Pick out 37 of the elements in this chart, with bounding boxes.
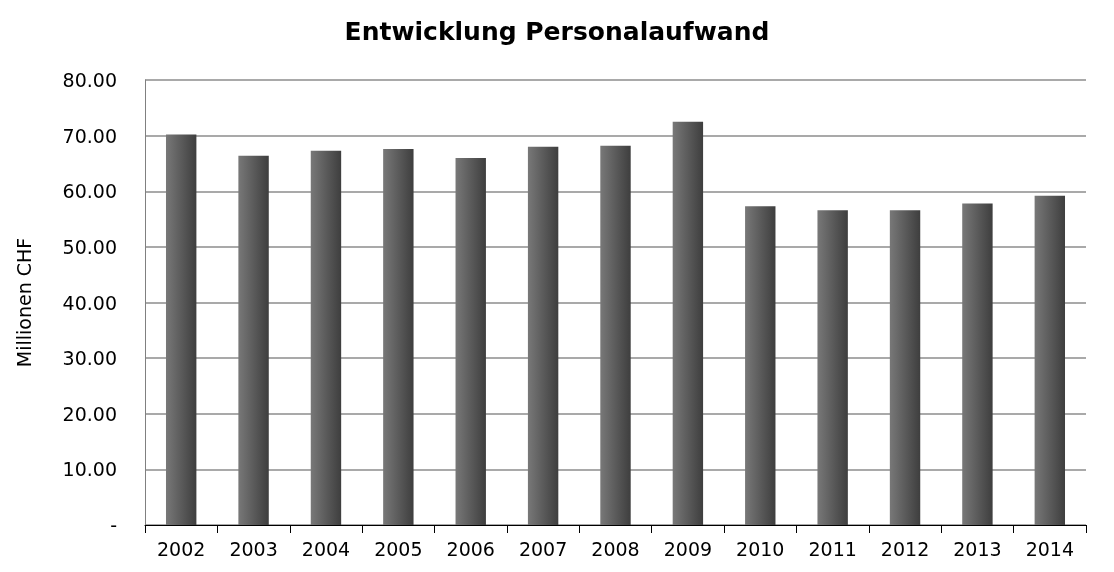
bar [165, 134, 197, 525]
x-tick-label: 2007 [518, 537, 568, 560]
bar [600, 145, 631, 525]
x-tick-label: 2012 [880, 537, 930, 560]
chart-title: Entwicklung Personalaufwand [344, 17, 770, 46]
x-tick-label: 2013 [953, 537, 1002, 560]
x-tick-label: 2005 [374, 537, 423, 560]
bar [455, 157, 486, 525]
bar [962, 203, 993, 525]
y-tick-label: - [110, 514, 117, 536]
bar [745, 206, 776, 525]
bar [238, 155, 269, 525]
y-tick-label: 60.00 [62, 180, 117, 203]
x-tick-label: 2014 [1025, 537, 1074, 560]
x-tick-label: 2009 [663, 537, 713, 560]
y-tick-label: 70.00 [62, 124, 117, 147]
y-tick-label: 10.00 [62, 458, 117, 481]
bar [1034, 195, 1066, 525]
x-tick-label: 2010 [736, 537, 785, 560]
x-tick-label: 2002 [157, 537, 206, 560]
bar [383, 148, 414, 525]
x-tick-label: 2004 [301, 537, 351, 560]
y-tick-label: 30.00 [62, 347, 117, 370]
y-tick-label: 40.00 [62, 291, 117, 314]
y-tick-label: 50.00 [62, 235, 117, 258]
bar [310, 150, 342, 525]
y-axis-title: Millionen CHF [12, 237, 35, 368]
x-tick-label: 2006 [446, 537, 495, 560]
bar [817, 210, 848, 525]
x-tick-label: 2008 [591, 537, 640, 560]
bar [527, 146, 559, 525]
y-tick-label: 80.00 [62, 69, 117, 91]
bar [889, 210, 921, 525]
bar [672, 121, 704, 525]
x-tick-label: 2011 [808, 537, 857, 560]
x-tick-label: 2003 [229, 537, 278, 560]
y-tick-label: 20.00 [62, 402, 117, 425]
